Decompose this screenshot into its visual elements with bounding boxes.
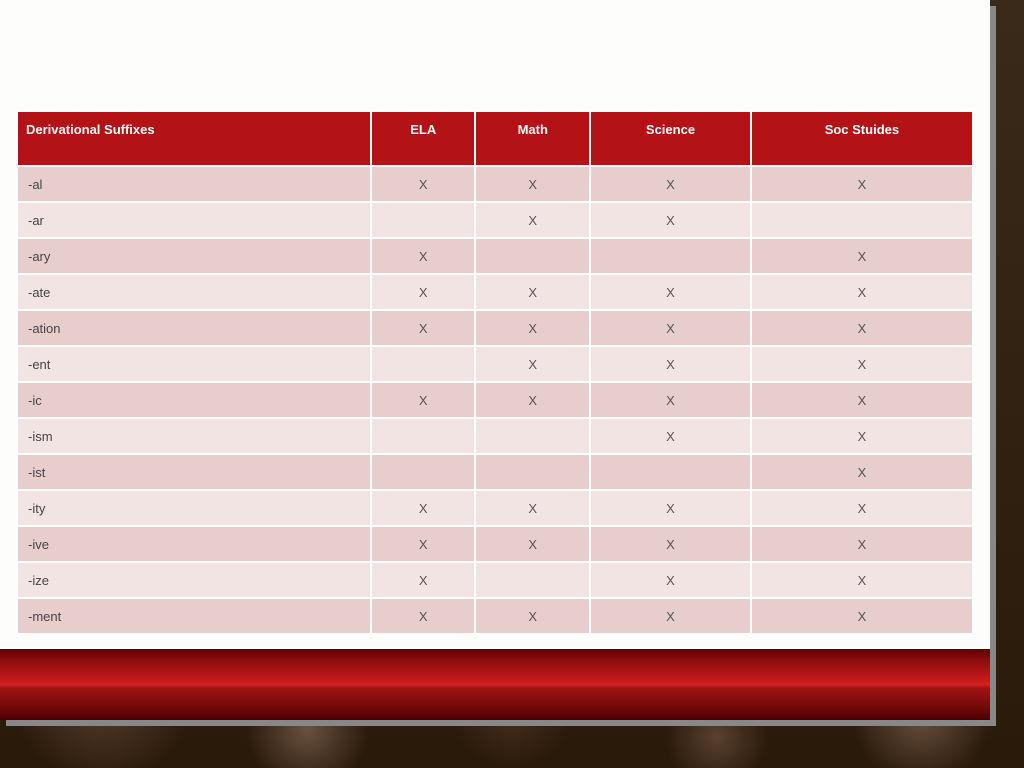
suffix-label: -ity: [18, 491, 370, 525]
cell-mark: X: [752, 311, 972, 345]
cell-mark: [476, 419, 589, 453]
cell-mark: X: [476, 167, 589, 201]
cell-mark: [372, 455, 474, 489]
table-row: -ist X: [18, 455, 972, 489]
suffix-label: -ment: [18, 599, 370, 633]
table-row: -ism XX: [18, 419, 972, 453]
col-header-ela: ELA: [372, 112, 474, 165]
suffix-label: -ist: [18, 455, 370, 489]
cell-mark: X: [591, 491, 750, 525]
cell-mark: X: [476, 275, 589, 309]
table-row: -izeXXX: [18, 563, 972, 597]
cell-mark: X: [591, 419, 750, 453]
cell-mark: X: [476, 203, 589, 237]
cell-mark: [752, 203, 972, 237]
suffix-label: -al: [18, 167, 370, 201]
footer-band: [0, 648, 990, 720]
table-row: -ateXXXX: [18, 275, 972, 309]
suffix-label: -ar: [18, 203, 370, 237]
cell-mark: [372, 203, 474, 237]
cell-mark: X: [752, 167, 972, 201]
table-row: -ityXXXX: [18, 491, 972, 525]
cell-mark: X: [591, 167, 750, 201]
cell-mark: X: [372, 383, 474, 417]
cell-mark: X: [372, 275, 474, 309]
cell-mark: X: [752, 347, 972, 381]
cell-mark: [476, 563, 589, 597]
table-row: -mentXXXX: [18, 599, 972, 633]
suffix-label: -ary: [18, 239, 370, 273]
suffix-label: -ic: [18, 383, 370, 417]
table-row: -alXXXX: [18, 167, 972, 201]
suffix-label: -ate: [18, 275, 370, 309]
cell-mark: X: [476, 347, 589, 381]
cell-mark: X: [752, 419, 972, 453]
table-header-row: Derivational Suffixes ELA Math Science S…: [18, 112, 972, 165]
cell-mark: X: [591, 203, 750, 237]
cell-mark: X: [591, 563, 750, 597]
cell-mark: X: [591, 599, 750, 633]
cell-mark: X: [752, 599, 972, 633]
cell-mark: X: [752, 383, 972, 417]
suffix-label: -ize: [18, 563, 370, 597]
suffixes-table: Derivational Suffixes ELA Math Science S…: [16, 110, 974, 635]
table-row: -ationXXXX: [18, 311, 972, 345]
col-header-soc: Soc Stuides: [752, 112, 972, 165]
table-body: -alXXXX-arXX-aryXX-ateXXXX-ationXXXX-ent…: [18, 167, 972, 633]
cell-mark: X: [372, 599, 474, 633]
suffix-label: -ent: [18, 347, 370, 381]
cell-mark: X: [591, 311, 750, 345]
cell-mark: [372, 419, 474, 453]
slide-top-margin: [0, 0, 990, 110]
suffix-label: -ive: [18, 527, 370, 561]
table-row: -iveXXXX: [18, 527, 972, 561]
cell-mark: X: [372, 527, 474, 561]
cell-mark: X: [752, 527, 972, 561]
col-header-suffixes: Derivational Suffixes: [18, 112, 370, 165]
cell-mark: [591, 455, 750, 489]
cell-mark: X: [476, 491, 589, 525]
cell-mark: [476, 455, 589, 489]
cell-mark: X: [372, 491, 474, 525]
slide: Derivational Suffixes ELA Math Science S…: [0, 0, 990, 720]
cell-mark: X: [591, 347, 750, 381]
table-container: Derivational Suffixes ELA Math Science S…: [0, 110, 990, 635]
cell-mark: X: [591, 383, 750, 417]
table-row: -entXXX: [18, 347, 972, 381]
cell-mark: [372, 347, 474, 381]
cell-mark: X: [476, 527, 589, 561]
col-header-math: Math: [476, 112, 589, 165]
cell-mark: X: [476, 383, 589, 417]
cell-mark: X: [372, 167, 474, 201]
cell-mark: X: [591, 527, 750, 561]
suffix-label: -ation: [18, 311, 370, 345]
cell-mark: X: [591, 275, 750, 309]
cell-mark: X: [476, 311, 589, 345]
cell-mark: [476, 239, 589, 273]
cell-mark: X: [372, 239, 474, 273]
cell-mark: X: [752, 491, 972, 525]
table-row: -aryXX: [18, 239, 972, 273]
cell-mark: [591, 239, 750, 273]
cell-mark: X: [372, 563, 474, 597]
cell-mark: X: [476, 599, 589, 633]
col-header-science: Science: [591, 112, 750, 165]
cell-mark: X: [372, 311, 474, 345]
table-row: -icXXXX: [18, 383, 972, 417]
cell-mark: X: [752, 239, 972, 273]
cell-mark: X: [752, 563, 972, 597]
cell-mark: X: [752, 455, 972, 489]
table-row: -ar XX: [18, 203, 972, 237]
cell-mark: X: [752, 275, 972, 309]
suffix-label: -ism: [18, 419, 370, 453]
